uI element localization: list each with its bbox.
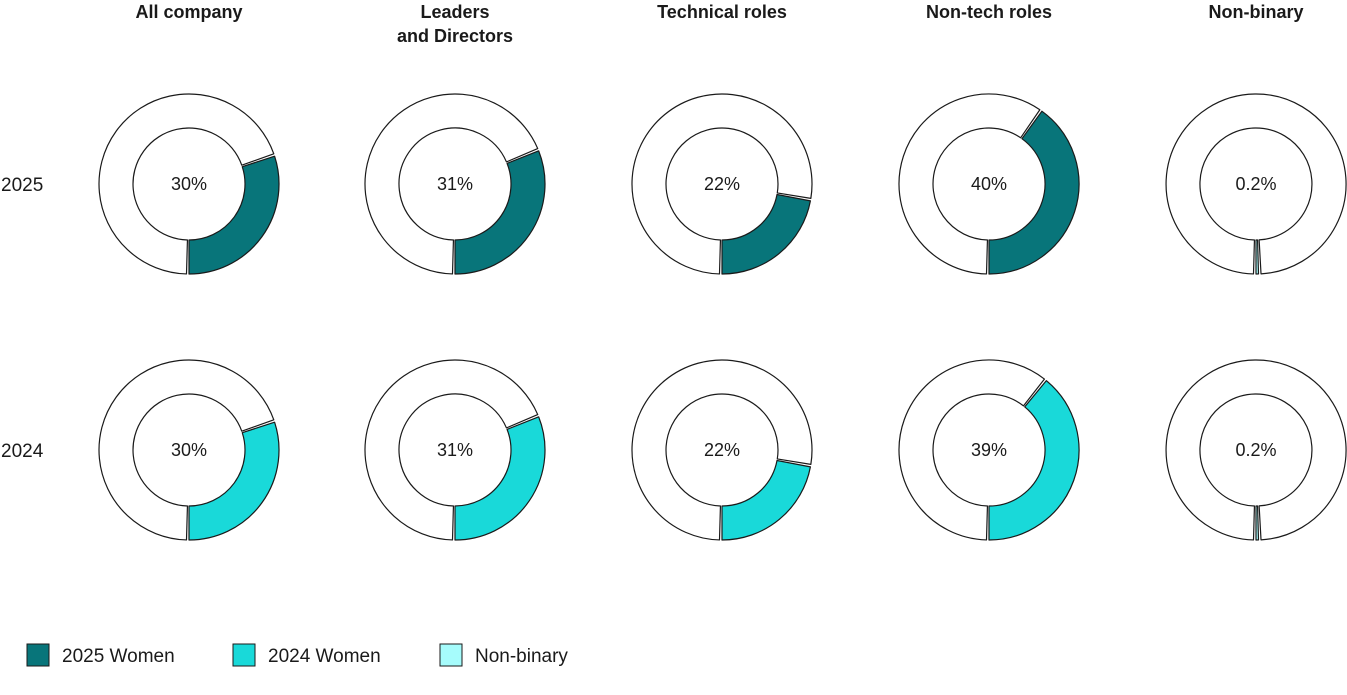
donut-value-label: 39%	[971, 440, 1007, 460]
remainder-slice	[1165, 93, 1347, 275]
donut: 0.2%	[1165, 359, 1347, 541]
value-slice	[1255, 239, 1260, 275]
donut: 40%	[898, 93, 1080, 275]
remainder-slice	[898, 93, 1041, 275]
value-slice	[721, 459, 812, 541]
remainder-slice	[631, 359, 813, 541]
column-title: All company	[135, 2, 242, 22]
donut: 30%	[98, 359, 280, 541]
row-label-2025: 2025	[1, 175, 43, 196]
column-title: Leaders	[420, 2, 489, 22]
donut-value-label: 31%	[437, 440, 473, 460]
donut-value-label: 22%	[704, 440, 740, 460]
row-labels: 2025 2024	[1, 175, 44, 462]
value-slice	[454, 416, 546, 541]
donut-value-label: 40%	[971, 174, 1007, 194]
value-slice	[721, 193, 812, 275]
legend-swatch	[439, 643, 463, 667]
legend-swatch	[26, 643, 50, 667]
remainder-slice	[98, 359, 275, 541]
legend-label: 2025 Women	[62, 646, 175, 667]
column-title: Non-binary	[1208, 2, 1303, 22]
column-title: Technical roles	[657, 2, 787, 22]
column-title: Non-tech roles	[926, 2, 1052, 22]
legend-swatch	[232, 643, 256, 667]
remainder-slice	[364, 93, 539, 275]
remainder-slice	[898, 359, 1046, 541]
legend-label: 2024 Women	[268, 646, 381, 667]
donut: 0.2%	[1165, 93, 1347, 275]
remainder-slice	[1165, 359, 1347, 541]
legend: 2025 Women 2024 Women Non-binary	[26, 643, 568, 667]
legend-label: Non-binary	[475, 646, 568, 667]
value-slice	[454, 150, 546, 275]
donut-value-label: 0.2%	[1235, 174, 1276, 194]
remainder-slice	[364, 359, 539, 541]
value-slice	[988, 110, 1080, 275]
column-title: and Directors	[397, 26, 513, 46]
donut: 39%	[898, 359, 1080, 541]
row-label-2024: 2024	[1, 441, 44, 462]
donut: 30%	[98, 93, 280, 275]
donut-value-label: 30%	[171, 440, 207, 460]
donut-value-label: 31%	[437, 174, 473, 194]
donut-value-label: 30%	[171, 174, 207, 194]
donut: 22%	[631, 359, 813, 541]
value-slice	[1255, 505, 1260, 541]
remainder-slice	[98, 93, 275, 275]
value-slice	[988, 380, 1080, 541]
donut: 31%	[364, 93, 546, 275]
donut: 22%	[631, 93, 813, 275]
value-slice	[188, 421, 280, 541]
donuts: 30% 31% 22% 40% 0.2% 30% 31% 22% 39% 0.2%	[98, 93, 1347, 541]
donut-value-label: 22%	[704, 174, 740, 194]
donut: 31%	[364, 359, 546, 541]
donut-value-label: 0.2%	[1235, 440, 1276, 460]
column-titles: All company Leaders and Directors Technical…	[135, 2, 1303, 46]
remainder-slice	[631, 93, 813, 275]
value-slice	[188, 155, 280, 275]
